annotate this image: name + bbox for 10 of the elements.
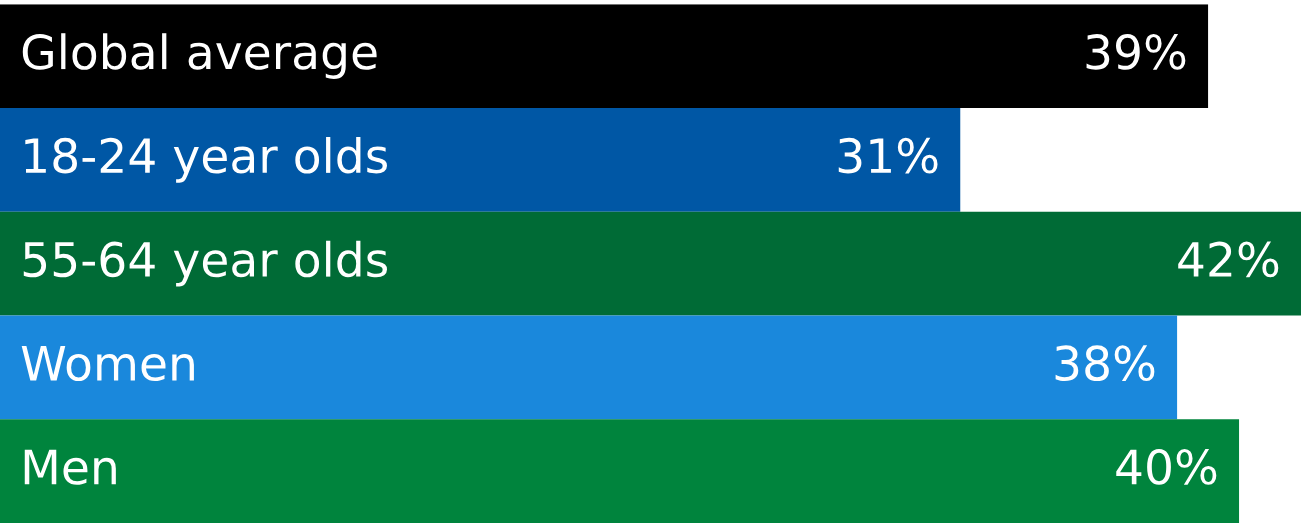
data-label: 38% (1055, 345, 1155, 382)
data-label: 40% (1116, 449, 1217, 485)
y-tick-label: Global average (22, 33, 377, 79)
y-tick-label: 18-24 year olds (25, 136, 388, 183)
data-label: 42% (1178, 241, 1279, 278)
data-label: 31% (838, 137, 938, 174)
y-tick-label: 55-64 year olds (23, 240, 388, 287)
data-label: 39% (1086, 34, 1186, 70)
y-tick-label: Women (21, 345, 194, 382)
y-tick-label: Men (24, 449, 116, 485)
